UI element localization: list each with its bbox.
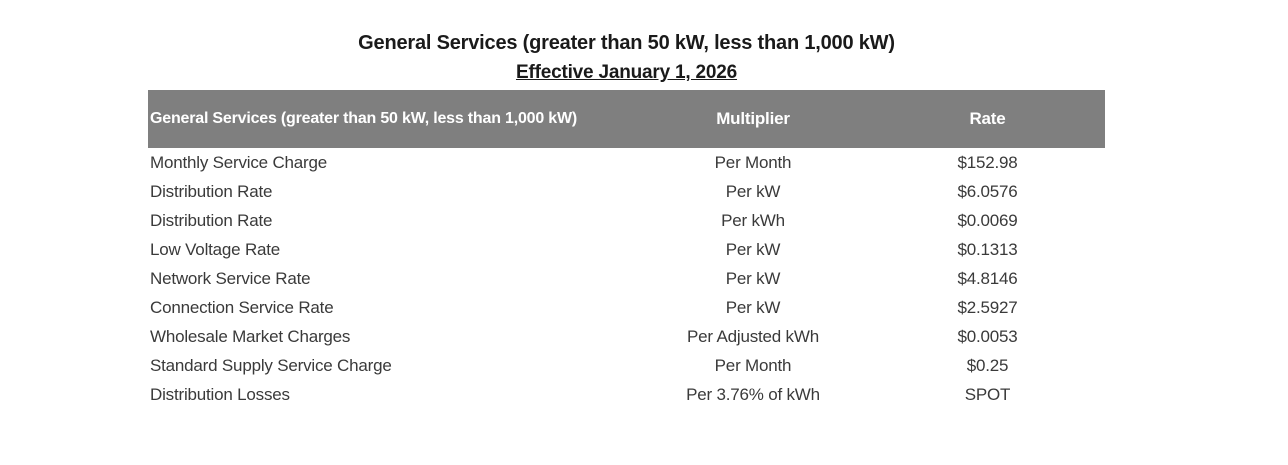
cell-rate: $4.8146: [957, 268, 1018, 288]
cell-multiplier: Per kWh: [721, 210, 785, 230]
cell-rate: $2.5927: [957, 297, 1018, 317]
table-row: Distribution Rate Per kW $6.0576: [148, 177, 1105, 206]
cell-rate: $0.1313: [957, 239, 1018, 259]
rate-table: General Services (greater than 50 kW, le…: [148, 90, 1105, 409]
cell-multiplier: Per kW: [725, 239, 781, 259]
cell-rate: $0.0053: [957, 326, 1018, 346]
cell-rate: SPOT: [964, 384, 1011, 404]
table-body: Monthly Service Charge Per Month $152.98…: [148, 148, 1105, 409]
cell-multiplier: Per Month: [714, 355, 792, 375]
cell-rate: $152.98: [957, 152, 1018, 172]
cell-service: Standard Supply Service Charge: [150, 355, 392, 375]
cell-service: Connection Service Rate: [150, 297, 334, 317]
cell-service: Distribution Rate: [150, 210, 273, 230]
table-row: Monthly Service Charge Per Month $152.98: [148, 148, 1105, 177]
cell-multiplier: Per kW: [725, 297, 781, 317]
table-row: Wholesale Market Charges Per Adjusted kW…: [148, 322, 1105, 351]
cell-service: Wholesale Market Charges: [150, 326, 351, 346]
effective-date: Effective January 1, 2026: [515, 62, 738, 83]
cell-multiplier: Per 3.76% of kWh: [686, 384, 820, 404]
table-row: Connection Service Rate Per kW $2.5927: [148, 293, 1105, 322]
cell-service: Distribution Losses: [150, 384, 290, 404]
header-multiplier-label: Multiplier: [716, 109, 790, 128]
cell-multiplier: Per kW: [725, 181, 781, 201]
cell-rate: $6.0576: [957, 181, 1018, 201]
cell-rate: $0.0069: [957, 210, 1018, 230]
table-row: Low Voltage Rate Per kW $0.1313: [148, 235, 1105, 264]
table-row: Standard Supply Service Charge Per Month…: [148, 351, 1105, 380]
cell-multiplier: Per Month: [714, 152, 792, 172]
cell-service: Monthly Service Charge: [150, 152, 328, 172]
table-header: General Services (greater than 50 kW, le…: [148, 90, 1105, 148]
cell-service: Low Voltage Rate: [150, 239, 281, 259]
cell-service: Distribution Rate: [150, 181, 273, 201]
table-row: Network Service Rate Per kW $4.8146: [148, 264, 1105, 293]
header-service-label: General Services (greater than 50 kW, le…: [150, 110, 578, 127]
cell-multiplier: Per kW: [725, 268, 781, 288]
header-rate-label: Rate: [969, 109, 1006, 128]
cell-rate: $0.25: [966, 355, 1009, 375]
cell-service: Network Service Rate: [150, 268, 311, 288]
rate-schedule-document: General Services (greater than 50 kW, le…: [148, 30, 1105, 409]
cell-multiplier: Per Adjusted kWh: [687, 326, 819, 346]
table-row: Distribution Losses Per 3.76% of kWh SPO…: [148, 380, 1105, 409]
page-title: General Services (greater than 50 kW, le…: [358, 32, 895, 54]
table-row: Distribution Rate Per kWh $0.0069: [148, 206, 1105, 235]
